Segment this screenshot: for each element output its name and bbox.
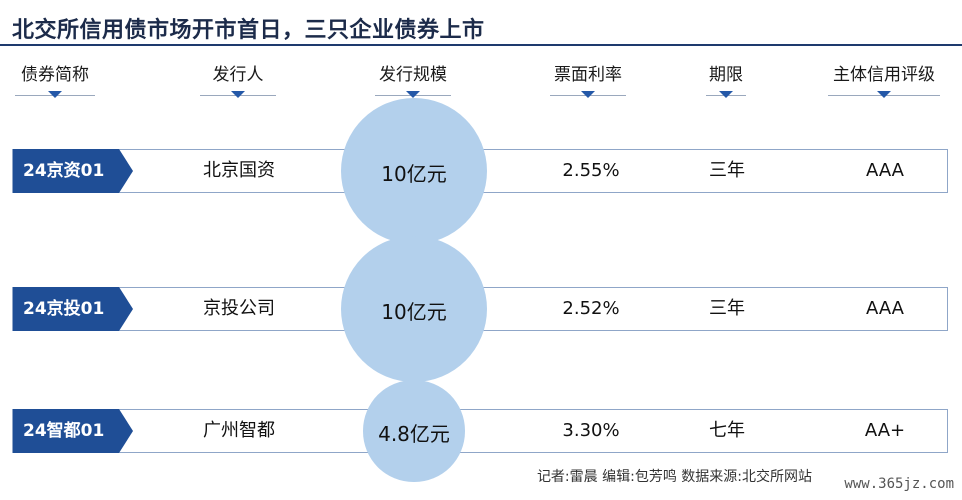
- chart-title: 北交所信用债市场开市首日，三只企业债券上市: [12, 18, 485, 43]
- header-arrow-icon: [231, 91, 245, 98]
- bond-name-tag: 24京资01: [13, 149, 133, 193]
- bond-name-tag: 24京投01: [13, 287, 133, 331]
- rating-cell: AAA: [866, 298, 904, 319]
- issuer-cell: 广州智都: [203, 420, 275, 441]
- header-arrow-icon: [719, 91, 733, 98]
- header-issuer: 发行人: [198, 60, 278, 98]
- header-term: 期限: [700, 60, 752, 98]
- issuer-cell: 京投公司: [203, 298, 275, 319]
- header-size: 发行规模: [373, 60, 453, 98]
- header-term-label: 期限: [709, 65, 743, 85]
- header-arrow-icon: [406, 91, 420, 98]
- header-arrow-icon: [581, 91, 595, 98]
- credits-footer: 记者:雷晨 编辑:包芳鸣 数据来源:北交所网站: [536, 469, 812, 485]
- header-rating: 主体信用评级: [826, 60, 942, 98]
- size-bubble: [341, 98, 487, 244]
- header-arrow-icon: [48, 91, 62, 98]
- size-label: 10亿元: [381, 300, 447, 324]
- term-cell: 三年: [709, 160, 745, 181]
- issuer-cell: 北京国资: [203, 160, 275, 181]
- header-arrow-icon: [877, 91, 891, 98]
- header-size-label: 发行规模: [379, 65, 447, 85]
- term-cell: 三年: [709, 298, 745, 319]
- rating-cell: AA+: [864, 420, 906, 441]
- header-issuer-label: 发行人: [212, 65, 264, 85]
- header-bond-name: 债券简称: [10, 60, 100, 98]
- header-bond-name-label: 债券简称: [21, 65, 89, 85]
- column-header-row: 债券简称 发行人 发行规模 票面利率 期限 主体信用评级: [0, 60, 962, 100]
- header-rate-label: 票面利率: [554, 65, 622, 85]
- header-rating-label: 主体信用评级: [833, 65, 935, 85]
- rate-cell: 2.52%: [562, 298, 620, 319]
- size-label: 10亿元: [381, 162, 447, 186]
- rating-cell: AAA: [866, 160, 904, 181]
- bond-name-tag: 24智都01: [13, 409, 133, 453]
- size-bubble: [341, 236, 487, 382]
- rate-cell: 2.55%: [562, 160, 620, 181]
- term-cell: 七年: [709, 420, 745, 441]
- size-bubble: [363, 380, 465, 482]
- header-rate: 票面利率: [548, 60, 628, 98]
- title-divider: [0, 44, 962, 46]
- watermark: www.365jz.com: [844, 476, 954, 492]
- size-label: 4.8亿元: [378, 422, 450, 446]
- table-row: 24智都01 广州智都 3.30% 七年 AA+: [12, 409, 948, 453]
- rate-cell: 3.30%: [562, 420, 620, 441]
